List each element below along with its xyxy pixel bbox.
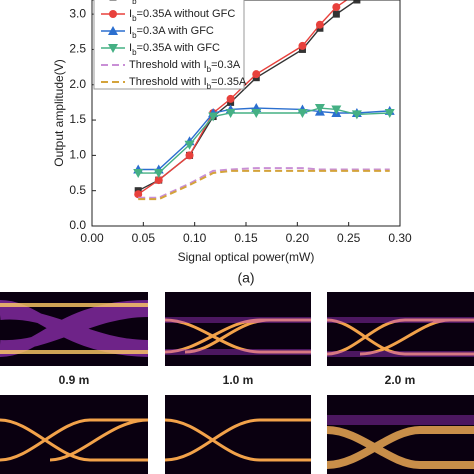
series-line <box>138 107 390 171</box>
marker <box>351 110 362 120</box>
x-tick-label: 0.25 <box>337 231 361 245</box>
y-tick-label: 1.0 <box>69 148 86 162</box>
eye-diagram <box>164 292 311 366</box>
y-axis-label: Output amplitude(V) <box>52 59 66 166</box>
x-tick-label: 0.20 <box>286 231 310 245</box>
marker <box>332 3 341 12</box>
legend-label: Ib=0.35A with GFC <box>129 42 220 57</box>
marker <box>384 109 395 118</box>
x-tick-label: 0.00 <box>80 231 104 245</box>
legend-label: Ib=0.35A without GFC <box>129 8 235 23</box>
y-tick-label: 0.0 <box>69 218 86 232</box>
eye-label: 2.0 m <box>385 373 416 387</box>
plot-frame <box>91 0 401 227</box>
marker <box>226 94 235 103</box>
marker <box>208 112 219 122</box>
marker <box>154 176 163 185</box>
marker <box>184 140 195 150</box>
marker <box>314 104 325 114</box>
legend-label: Threshold with Ib=0.35A <box>129 76 247 91</box>
marker <box>332 10 340 18</box>
eye-label: 0.9 m <box>59 373 90 387</box>
marker <box>225 109 236 118</box>
eye-diagram <box>326 395 474 474</box>
legend: Ib=0.3A without GFC Ib=0.35A without GFC I… <box>93 0 247 91</box>
marker <box>252 70 261 79</box>
caption: (a) <box>237 270 254 286</box>
eye-diagram <box>326 292 474 366</box>
marker <box>251 109 262 118</box>
eye-label: 1.0 m <box>223 373 254 387</box>
marker <box>315 20 324 29</box>
series-line <box>138 167 390 199</box>
eye-diagram <box>164 395 311 474</box>
eye-diagram <box>0 292 149 366</box>
series-line <box>138 169 390 201</box>
marker <box>353 0 361 4</box>
y-tick-label: 2.5 <box>69 42 86 56</box>
marker <box>185 151 194 160</box>
legend-marker <box>109 0 117 1</box>
x-tick-label: 0.10 <box>183 231 207 245</box>
legend-label: Threshold with Ib=0.3A <box>129 59 241 74</box>
y-tick-label: 1.5 <box>69 112 86 126</box>
legend-label: Ib=0.3A without GFC <box>129 0 229 6</box>
x-tick-label: 0.05 <box>132 231 156 245</box>
eye-diagrams: 0.9 m 1.0 m 2.0 m <box>0 292 474 474</box>
legend-label: Ib=0.3A with GFC <box>129 25 214 40</box>
legend-box <box>93 0 245 90</box>
marker <box>153 169 164 179</box>
legend-marker <box>109 10 117 18</box>
legend-marker <box>108 44 118 53</box>
marker <box>134 190 143 199</box>
marker <box>297 109 308 118</box>
eye-diagram <box>0 395 149 474</box>
legend-marker <box>108 26 118 35</box>
x-axis-label: Signal optical power(mW) <box>178 250 315 264</box>
series-line <box>138 107 390 174</box>
marker <box>298 41 307 50</box>
marker <box>331 105 342 115</box>
y-tick-label: 2.0 <box>69 77 86 91</box>
x-tick-label: 0.30 <box>388 231 412 245</box>
marker <box>133 169 144 179</box>
x-tick-label: 0.15 <box>234 231 258 245</box>
y-tick-label: 3.0 <box>69 6 86 20</box>
plot-area <box>133 0 395 201</box>
y-tick-label: 0.5 <box>69 183 86 197</box>
